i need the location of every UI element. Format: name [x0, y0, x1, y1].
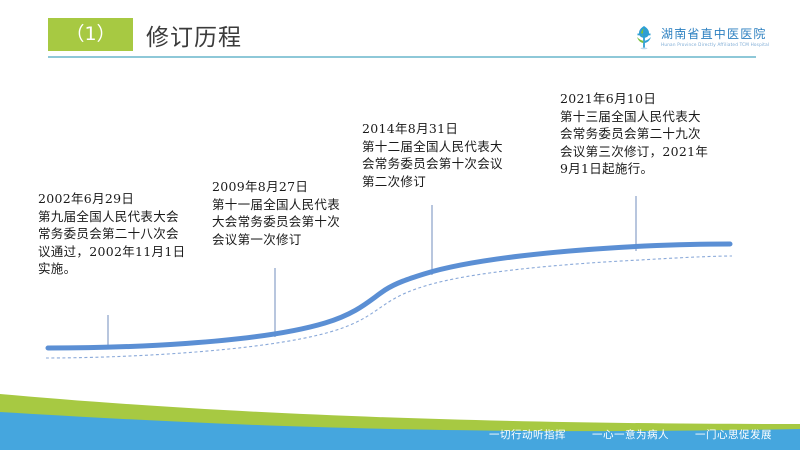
section-number-badge: （1） [48, 18, 133, 51]
slide-header: （1） 修订历程 [0, 0, 800, 60]
timeline-milestone-2: 2014年8月31日 第十二届全国人民代表大会常务委员会第十次会议第二次修订 [362, 121, 503, 189]
timeline-milestone-3: 2021年6月10日 第十三届全国人民代表大会常务委员会第二十九次会议第三次修订… [560, 91, 709, 176]
page-title: 修订历程 [146, 24, 242, 51]
hospital-name: 湖南省直中医医院 [661, 26, 767, 41]
hospital-name-english: Hunan Province Directly Affiliated TCM H… [661, 41, 770, 47]
footer-wave-decoration [0, 394, 800, 450]
footer-slogan-2: 一门心思促发展 [695, 428, 772, 441]
hospital-logo: 湖南省直中医医院 Hunan Province Directly Affilia… [632, 22, 788, 52]
header-divider [48, 56, 756, 58]
footer-wave-blue [0, 412, 800, 450]
footer-slogan-bar: 一切行动听指挥 一心一意为病人 一门心思促发展 [0, 424, 800, 444]
section-number-label: （1） [65, 23, 116, 45]
timeline-milestone-1: 2009年8月27日 第十一届全国人民代表大会常务委员会第十次会议第一次修订 [212, 179, 341, 247]
footer-slogan-0: 一切行动听指挥 [489, 428, 566, 441]
hospital-logo-icon [637, 26, 651, 50]
hospital-logo-text: 湖南省直中医医院 Hunan Province Directly Affilia… [661, 27, 769, 48]
timeline-milestone-0: 2002年6月29日 第九届全国人民代表大会常务委员会第二十八次会议通过，200… [38, 191, 186, 276]
footer-slogan-1: 一心一意为病人 [592, 428, 669, 441]
